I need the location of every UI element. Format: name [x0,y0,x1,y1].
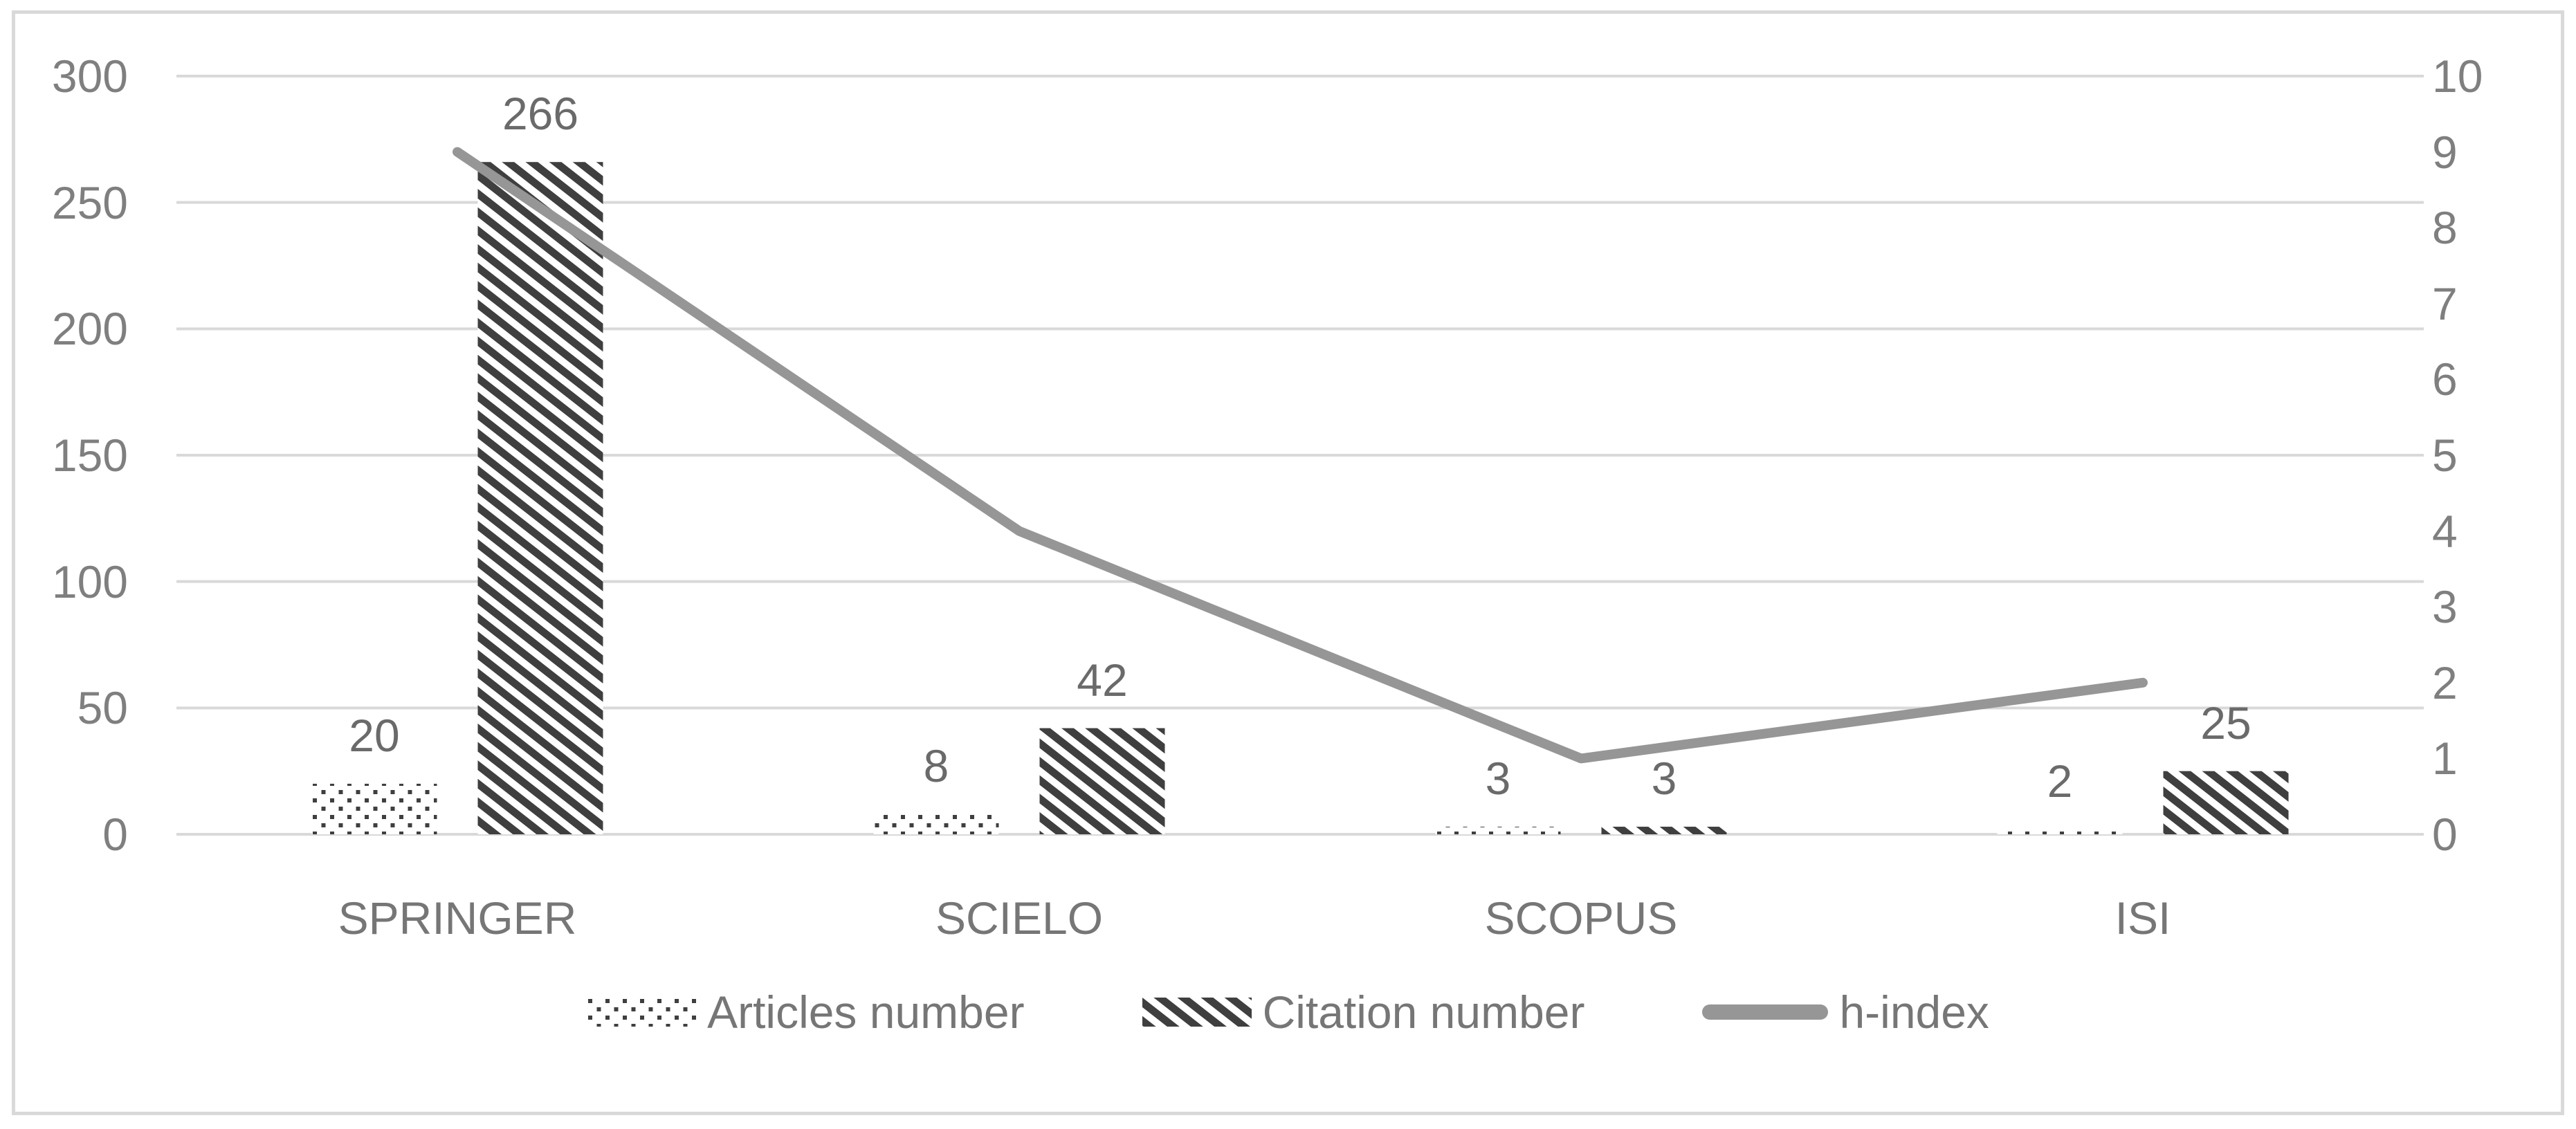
bar-value-label: 2 [2047,755,2073,807]
right-axis-tick: 6 [2432,354,2458,405]
left-axis-tick: 150 [51,430,128,481]
category-label-isi: ISI [2114,892,2171,944]
bar-series [311,162,2289,835]
legend-label-hindex: h-index [1839,986,1989,1038]
right-axis-tick: 10 [2432,51,2483,102]
bar-value-label: 3 [1651,753,1677,805]
legend-item-articles: Articles number [587,988,1025,1036]
bar-citations-springer [477,162,603,835]
left-axis-tick: 50 [77,682,128,734]
right-axis-tick: 2 [2432,657,2458,708]
bar-value-label: 42 [1077,654,1128,706]
bar-citations-scopus [1601,827,1727,834]
right-axis-tick: 1 [2432,733,2458,784]
right-axis-tick: 4 [2432,505,2458,557]
right-axis-tick: 5 [2432,430,2458,481]
bar-value-label: 266 [502,88,579,140]
legend-label-citation: Citation number [1262,986,1585,1038]
bar-articles-springer [311,783,437,834]
bar-value-label: 3 [1485,753,1511,805]
left-axis-tick: 300 [51,51,128,102]
bar-value-label: 8 [923,740,949,791]
left-axis-tick: 250 [51,176,128,228]
citation-pattern-swatch [1142,998,1252,1027]
bar-value-label: 20 [349,709,400,761]
left-axis-tick: 200 [51,303,128,355]
bar-articles-scopus [1435,827,1561,834]
category-label-scopus: SCOPUS [1484,892,1678,944]
category-label-springer: SPRINGER [338,892,577,944]
legend-label-articles: Articles number [707,986,1025,1038]
h-index-line-series [453,147,2148,764]
articles-pattern-swatch [587,998,697,1027]
bar-articles-scielo [873,814,999,834]
h-index-line [453,147,2148,764]
right-axis-tick: 7 [2432,277,2458,329]
bar-citations-scielo [1039,728,1165,834]
right-axis-tick: 0 [2432,809,2458,860]
left-axis-tick: 100 [51,556,128,607]
legend: Articles number Citation number h-index [0,988,2576,1036]
bar-value-label: 25 [2200,697,2251,749]
bar-citations-isi [2163,771,2289,834]
h-index-line-swatch [1702,1004,1829,1020]
category-label-scielo: SCIELO [935,892,1104,944]
bar-articles-isi [1997,829,2123,834]
right-axis-tick: 8 [2432,202,2458,254]
legend-item-hindex: h-index [1702,988,1989,1036]
left-axis-tick: 0 [102,809,128,860]
legend-item-citation: Citation number [1142,986,1585,1038]
right-axis-tick: 9 [2432,126,2458,178]
chart-border-frame [12,10,2564,1115]
right-axis-tick: 3 [2432,581,2458,633]
